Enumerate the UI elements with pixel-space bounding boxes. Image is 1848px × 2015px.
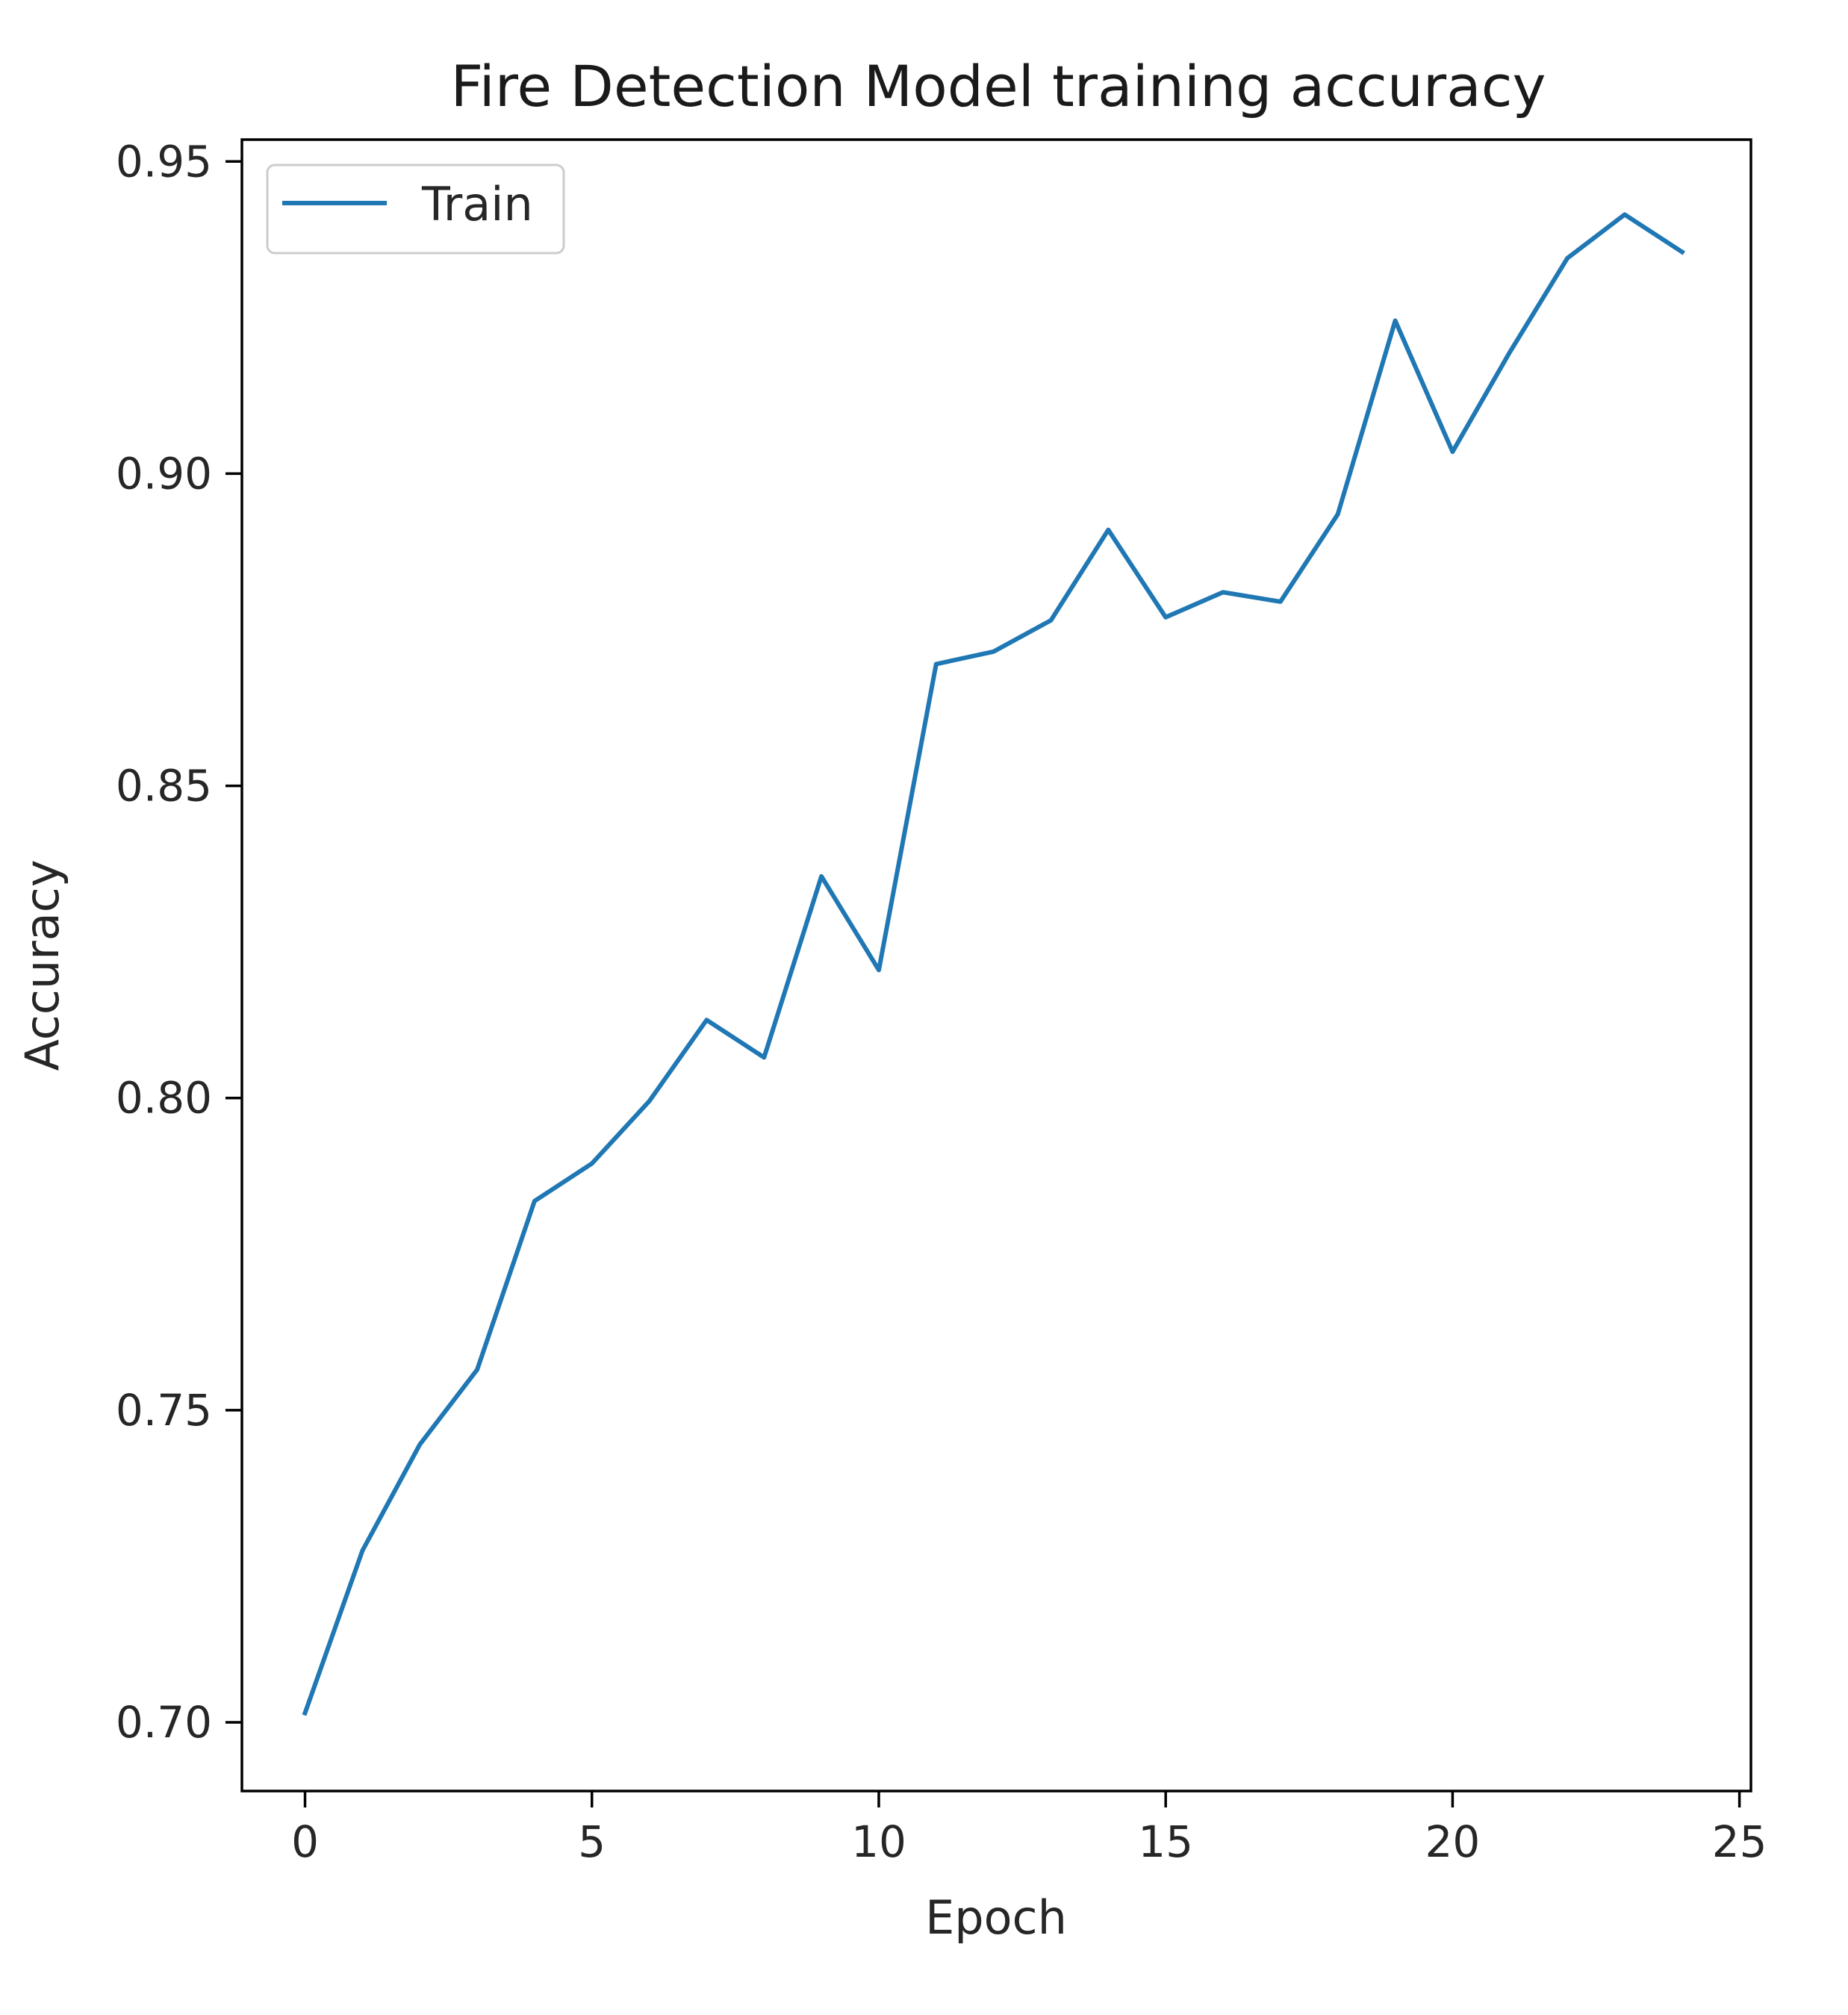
data-point — [360, 1548, 364, 1553]
data-point — [590, 1162, 594, 1166]
data-point — [819, 874, 824, 879]
data-point — [1278, 599, 1283, 604]
x-tick-label: 10 — [851, 1816, 906, 1867]
legend-label-train: Train — [421, 177, 533, 231]
y-tick-label: 0.75 — [116, 1385, 212, 1436]
x-tick-label: 25 — [1712, 1816, 1767, 1867]
data-point — [1565, 256, 1569, 261]
y-tick-label: 0.80 — [116, 1073, 212, 1124]
chart-title: Fire Detection Model training accuracy — [451, 53, 1546, 119]
y-tick-label: 0.95 — [116, 136, 212, 187]
series-line-train — [302, 212, 1685, 1716]
y-axis-label: Accuracy — [15, 859, 69, 1071]
data-point — [1221, 590, 1225, 594]
data-point — [877, 968, 881, 972]
data-point — [1623, 212, 1627, 217]
legend: Train — [266, 163, 565, 255]
data-point — [1049, 618, 1054, 623]
x-tick-label: 5 — [578, 1816, 606, 1867]
x-axis-label: Epoch — [925, 1890, 1067, 1945]
data-point — [992, 650, 996, 654]
data-point — [1106, 528, 1110, 532]
y-axis: 0.70 0.75 0.80 0.85 0.90 0.95 — [116, 136, 242, 1748]
data-point — [475, 1368, 479, 1372]
data-point — [1336, 512, 1340, 517]
x-tick-label: 20 — [1425, 1816, 1481, 1867]
y-tick-label: 0.90 — [116, 448, 212, 499]
data-point — [1393, 319, 1398, 323]
legend-box — [266, 163, 565, 255]
data-point — [532, 1199, 537, 1203]
data-point — [704, 1018, 709, 1022]
data-point — [1163, 615, 1168, 620]
x-tick-label: 0 — [291, 1816, 319, 1867]
y-tick-label: 0.85 — [116, 761, 212, 812]
data-point — [1508, 349, 1512, 354]
data-point — [934, 662, 939, 667]
data-point — [303, 1711, 308, 1716]
data-point — [417, 1442, 422, 1447]
y-tick-label: 0.70 — [116, 1697, 212, 1748]
data-point — [762, 1055, 766, 1059]
x-axis: 0 5 10 15 20 25 — [291, 1791, 1767, 1867]
x-tick-label: 15 — [1138, 1816, 1193, 1867]
data-point — [647, 1099, 652, 1103]
plot-area — [240, 138, 1752, 1793]
data-point — [1680, 250, 1684, 255]
data-point — [1450, 449, 1455, 454]
series-layer — [302, 212, 1685, 1716]
axes-frame — [240, 138, 1752, 1793]
